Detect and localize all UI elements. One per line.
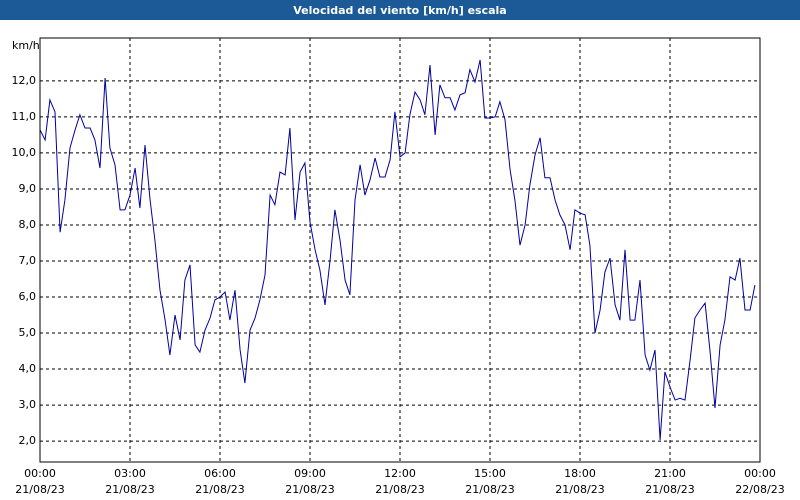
y-tick-label: 3,0: [19, 398, 37, 411]
x-tick-label: 00:00: [24, 467, 56, 480]
y-axis-label: km/h: [12, 39, 40, 52]
y-tick-label: 11,0: [12, 110, 37, 123]
x-tick-date: 21/08/23: [285, 483, 334, 496]
x-tick-date: 21/08/23: [105, 483, 154, 496]
x-tick-date: 21/08/23: [375, 483, 424, 496]
x-tick-date: 22/08/23: [735, 483, 784, 496]
x-tick-label: 03:00: [114, 467, 146, 480]
y-tick-label: 2,0: [19, 434, 37, 447]
x-tick-label: 00:00: [744, 467, 776, 480]
x-tick-label: 21:00: [654, 467, 686, 480]
x-tick-date: 21/08/23: [15, 483, 64, 496]
x-tick-label: 18:00: [564, 467, 596, 480]
x-tick-date: 21/08/23: [195, 483, 244, 496]
y-tick-label: 4,0: [19, 362, 37, 375]
y-tick-label: 6,0: [19, 290, 37, 303]
chart-title: Velocidad del viento [km/h] escala: [293, 4, 506, 17]
x-tick-label: 06:00: [204, 467, 236, 480]
plot-border: [39, 37, 761, 463]
data-line: [39, 59, 756, 441]
x-tick-date: 21/08/23: [465, 483, 514, 496]
x-tick-date: 21/08/23: [555, 483, 604, 496]
y-tick-label: 9,0: [19, 182, 37, 195]
y-tick-label: 8,0: [19, 218, 37, 231]
x-tick-date: 21/08/23: [645, 483, 694, 496]
y-tick-label: 10,0: [12, 146, 37, 159]
x-tick-label: 15:00: [474, 467, 506, 480]
title-bar: [0, 0, 800, 20]
x-tick-label: 12:00: [384, 467, 416, 480]
y-tick-label: 7,0: [19, 254, 37, 267]
x-tick-label: 09:00: [294, 467, 326, 480]
y-tick-label: 5,0: [19, 326, 37, 339]
y-tick-label: 12,0: [12, 74, 37, 87]
